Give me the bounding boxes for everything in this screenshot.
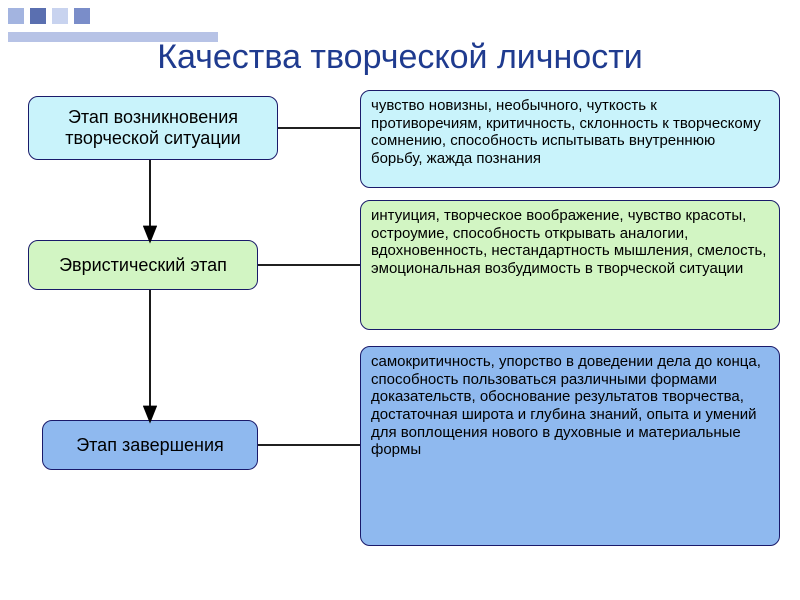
desc-box-emergence: чувство новизны, необычного, чуткость к … [360, 90, 780, 188]
deco-sq-2 [30, 8, 46, 24]
stage-label: Этап возникновения творческой ситуации [37, 107, 269, 148]
stage-label: Этап завершения [76, 435, 224, 456]
desc-box-completion: самокритичность, упорство в доведении де… [360, 346, 780, 546]
deco-sq-4 [74, 8, 90, 24]
stage-box-heuristic: Эвристический этап [28, 240, 258, 290]
deco-sq-1 [8, 8, 24, 24]
page-title: Качества творческой личности [0, 38, 800, 77]
deco-sq-3 [52, 8, 68, 24]
desc-box-heuristic: интуиция, творческое воображение, чувств… [360, 200, 780, 330]
desc-text: самокритичность, упорство в доведении де… [371, 353, 761, 458]
desc-text: интуиция, творческое воображение, чувств… [371, 207, 766, 277]
desc-text: чувство новизны, необычного, чуткость к … [371, 97, 761, 167]
stage-box-emergence: Этап возникновения творческой ситуации [28, 96, 278, 160]
stage-box-completion: Этап завершения [42, 420, 258, 470]
stage-label: Эвристический этап [59, 255, 227, 276]
header-decoration-squares [8, 8, 90, 24]
